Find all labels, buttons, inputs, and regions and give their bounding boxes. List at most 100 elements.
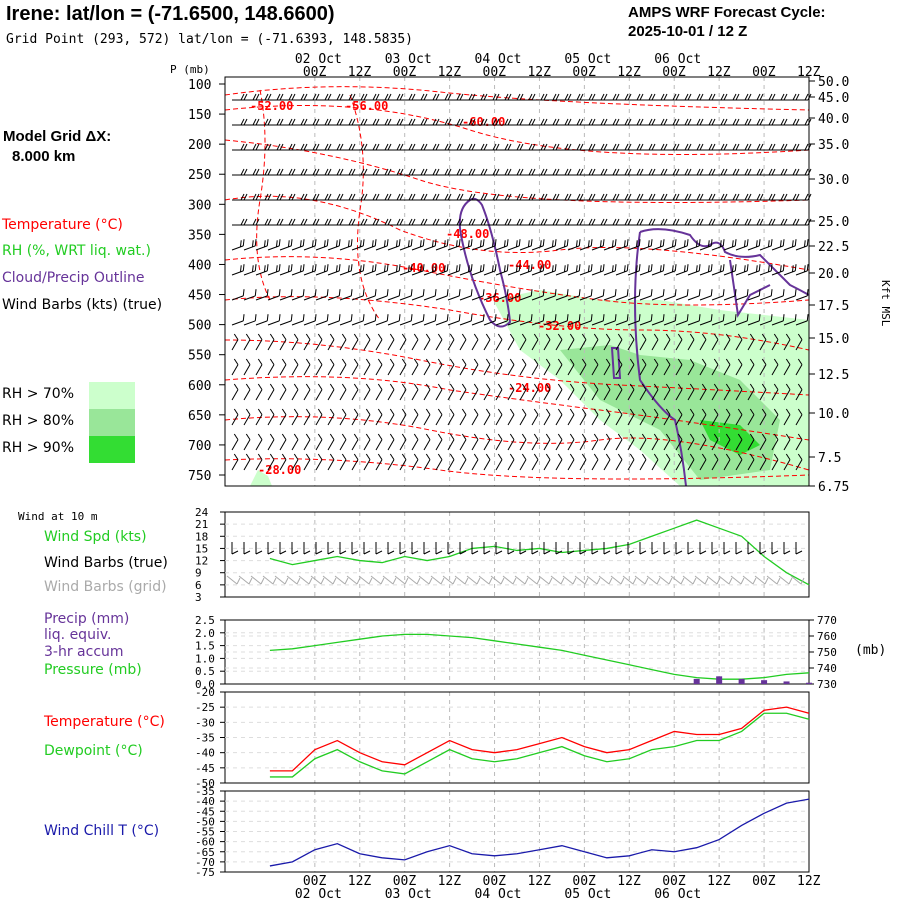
wind-barb <box>340 218 356 226</box>
cloud-outline-3 <box>634 231 687 487</box>
windchill-panel-tick-label: -70 <box>195 856 215 869</box>
wind-barb <box>316 168 332 176</box>
wind-barb <box>663 314 677 326</box>
kft-label: 20.0 <box>818 267 849 282</box>
wind-barb <box>544 193 560 201</box>
wind-barb <box>687 383 695 401</box>
wind-barb <box>663 239 677 251</box>
wind-barb <box>399 453 407 471</box>
wind-barb <box>315 314 329 326</box>
surface-wind-barb <box>495 542 503 555</box>
wind-barb <box>639 333 647 351</box>
wind-barb <box>399 239 413 251</box>
surface-wind-barb <box>375 542 383 555</box>
kft-label: 40.0 <box>818 112 849 127</box>
wind-barb <box>412 118 428 126</box>
wind-barb <box>567 239 581 251</box>
wind-barb <box>795 314 809 326</box>
temperature-contour <box>224 86 810 111</box>
wind-barb <box>747 408 755 426</box>
temperature-contour-label: -56.00 <box>345 99 388 113</box>
wind-barb <box>471 239 485 251</box>
wind-barb <box>291 358 299 376</box>
wind-barb <box>735 333 743 351</box>
wind-barb <box>255 408 263 426</box>
surface-wind-barb-grid <box>634 575 649 585</box>
wind-barb <box>591 314 605 326</box>
wind-barb <box>471 333 479 351</box>
wind-barb <box>687 358 695 376</box>
legend-rh80: RH > 80% <box>2 413 75 429</box>
wind-barb <box>615 408 623 426</box>
wind-barb <box>664 193 680 201</box>
wind-barb <box>520 93 536 101</box>
wind-barb <box>723 289 737 301</box>
wind-barb <box>747 333 755 351</box>
time-hour-label-bottom: 00Z <box>572 874 596 889</box>
wind-barb <box>507 239 521 251</box>
time-hour-label-top: 00Z <box>572 65 596 80</box>
pressure-axis-tick-label: 740 <box>817 662 837 675</box>
wind-barb <box>771 433 779 451</box>
wind-barb <box>603 264 617 276</box>
surface-wind-barb-grid <box>598 575 613 585</box>
wind-barb <box>532 168 548 176</box>
surface-wind-barb <box>627 542 635 555</box>
precip-panel-tick-label: 2.0 <box>195 627 215 640</box>
wind-barb <box>375 358 383 376</box>
wind-barb <box>268 168 284 176</box>
wind-barb <box>700 118 716 126</box>
precip-accum-label: 3-hr accum <box>44 644 124 660</box>
wind-barb <box>291 383 299 401</box>
wind-barb <box>651 453 659 471</box>
wind-barb <box>279 239 293 251</box>
wind-barb <box>364 143 380 151</box>
windchill-panel-tick-label: -75 <box>195 866 215 879</box>
surface-wind-barb-grid <box>394 575 409 585</box>
wind-barb <box>399 433 407 451</box>
wind-barb <box>303 289 317 301</box>
wind-barb <box>531 289 545 301</box>
wind-barb <box>568 168 584 176</box>
wind-barb <box>664 168 680 176</box>
temp-panel-tick-label: -30 <box>195 716 215 729</box>
legend-temperature: Temperature (°C) <box>2 217 123 233</box>
wind-barb <box>519 358 527 376</box>
wind-barb <box>567 383 575 401</box>
surface-wind-barb <box>579 542 587 555</box>
wind-barb <box>291 408 299 426</box>
surface-wind-barb <box>723 542 731 555</box>
wind-barb <box>723 314 737 326</box>
wind-panel-tick-label: 18 <box>195 530 208 543</box>
pressure-axis-tick-label: 770 <box>817 614 837 627</box>
wind-barb <box>435 264 449 276</box>
wind-barb <box>339 383 347 401</box>
wind-barb <box>267 239 281 251</box>
wind-barb <box>795 383 803 401</box>
legend-rh70: RH > 70% <box>2 386 75 402</box>
wind-barb <box>351 314 365 326</box>
wind-barb <box>483 289 497 301</box>
wind-barb <box>664 93 680 101</box>
surface-wind-barb <box>615 542 623 555</box>
wind-barb <box>375 383 383 401</box>
surface-wind-barb <box>423 542 431 555</box>
wind-barb <box>412 218 428 226</box>
wind-barbs-true-label: Wind Barbs (true) <box>44 555 168 571</box>
wind-barb <box>663 383 671 401</box>
model-grid-value: 8.000 km <box>12 148 76 165</box>
wind-barb <box>603 314 617 326</box>
wind-barb <box>760 118 776 126</box>
wind-barb <box>375 314 389 326</box>
wind-barb <box>676 218 692 226</box>
surface-wind-barb <box>363 542 371 555</box>
model-grid-label: Model Grid ΔX: <box>3 128 112 145</box>
wind-barb <box>244 218 260 226</box>
wind-barb <box>460 193 476 201</box>
wind-barb <box>231 408 239 426</box>
pressure-label: 550 <box>188 349 211 364</box>
wind-barb <box>783 453 791 471</box>
wind-barb <box>411 264 425 276</box>
wind-barb <box>568 193 584 201</box>
pressure-line <box>269 633 810 680</box>
